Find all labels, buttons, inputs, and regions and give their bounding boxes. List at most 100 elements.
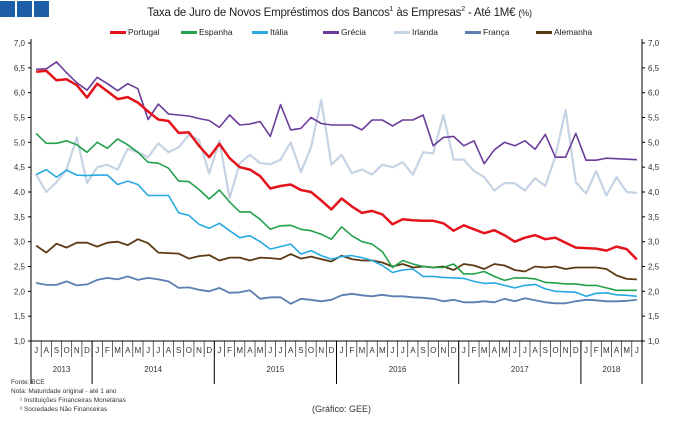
x-month-label: M (236, 346, 243, 355)
chart-credit: (Gráfico: GEE) (312, 404, 372, 414)
legend-item: Espanha (181, 27, 252, 37)
legend-label: Grécia (341, 27, 367, 37)
x-month-label: N (318, 346, 324, 355)
legend-label: Espanha (199, 27, 233, 37)
series-line-portugal (35, 69, 638, 261)
x-month-label: A (247, 346, 253, 355)
legend-swatch (252, 30, 268, 34)
x-month-label: A (125, 346, 131, 355)
y-tick-label-right: 3,5 (648, 213, 660, 222)
legend-swatch (536, 30, 552, 34)
source-note: Fonte: BCE (11, 379, 45, 386)
y-tick-label-left: 4,5 (14, 163, 26, 172)
x-month-label: A (410, 346, 416, 355)
x-month-label: N (74, 346, 80, 355)
x-month-label: N (563, 346, 569, 355)
series-line-alemanha (35, 238, 637, 281)
x-month-label: M (481, 346, 488, 355)
x-month-label: M (623, 346, 630, 355)
x-month-label: F (594, 346, 599, 355)
y-tick-label-right: 1,0 (648, 337, 660, 346)
x-month-label: D (329, 346, 335, 355)
x-month-label: J (462, 346, 466, 355)
y-tick-label-right: 2,0 (648, 287, 660, 296)
x-month-label: O (64, 346, 70, 355)
x-year-label: 2017 (511, 365, 529, 374)
y-tick-label-left: 3,0 (14, 238, 26, 247)
x-month-label: M (135, 346, 142, 355)
legend-item: França (465, 27, 536, 37)
maturity-note: Nota: Maturidade original - até 1 ano (11, 388, 117, 395)
x-month-label: S (298, 346, 303, 355)
y-tick-label-left: 2,5 (14, 263, 26, 272)
x-month-label: J (513, 346, 517, 355)
series-line-espanha (35, 132, 637, 292)
y-tick-label-right: 4,0 (648, 188, 660, 197)
x-month-label: A (492, 346, 498, 355)
x-month-label: D (573, 346, 579, 355)
y-tick-label-left: 3,5 (14, 213, 26, 222)
y-tick-label-right: 5,0 (648, 138, 660, 147)
x-year-label: 2016 (389, 365, 407, 374)
x-month-label: M (603, 346, 610, 355)
legend-item: Alemanha (536, 27, 607, 37)
legend-swatch (465, 30, 481, 34)
x-month-label: F (105, 346, 110, 355)
x-month-label: J (95, 346, 99, 355)
y-tick-label-left: 5,0 (14, 138, 26, 147)
x-month-label: M (501, 346, 508, 355)
legend: Portugal Espanha Itália Grécia Irlanda França… (110, 27, 607, 37)
y-tick-label-left: 6,0 (14, 89, 26, 98)
y-tick-label-right: 7,0 (648, 39, 660, 48)
x-month-label: J (340, 346, 344, 355)
x-month-label: S (420, 346, 425, 355)
x-month-label: J (584, 346, 588, 355)
legend-label: Itália (270, 27, 288, 37)
x-month-label: J (146, 346, 150, 355)
x-month-label: M (359, 346, 366, 355)
x-month-label: M (379, 346, 386, 355)
y-tick-label-right: 1,5 (648, 312, 660, 321)
x-month-label: O (186, 346, 192, 355)
y-tick-label-right: 4,5 (648, 163, 660, 172)
x-month-label: J (217, 346, 221, 355)
x-month-label: N (196, 346, 202, 355)
legend-label: Portugal (128, 27, 160, 37)
legend-item: Grécia (323, 27, 394, 37)
x-month-label: J (268, 346, 272, 355)
x-month-label: O (430, 346, 436, 355)
legend-label: França (483, 27, 510, 37)
logo (0, 1, 49, 17)
x-month-label: S (543, 346, 548, 355)
x-month-label: D (84, 346, 90, 355)
legend-swatch (394, 30, 410, 34)
series-line-itália (35, 168, 637, 298)
legend-swatch (323, 30, 339, 34)
legend-swatch (110, 30, 126, 34)
y-tick-label-right: 2,5 (648, 263, 660, 272)
y-tick-label-right: 5,5 (648, 114, 660, 123)
x-month-label: D (206, 346, 212, 355)
x-month-label: M (257, 346, 264, 355)
series-line-grécia (36, 61, 637, 165)
x-month-label: F (349, 346, 354, 355)
x-year-label: 2015 (267, 365, 285, 374)
y-tick-label-left: 2,0 (14, 287, 26, 296)
x-month-label: F (472, 346, 477, 355)
y-tick-label-left: 1,0 (14, 337, 26, 346)
x-year-label: 2013 (53, 365, 71, 374)
x-month-label: O (308, 346, 314, 355)
x-month-label: A (532, 346, 538, 355)
x-month-label: J (34, 346, 38, 355)
y-tick-label-left: 5,5 (14, 114, 26, 123)
legend-item: Itália (252, 27, 323, 37)
footnote-1: ¹ Instituições Financeiras Monetárias (20, 397, 126, 404)
x-month-label: J (401, 346, 405, 355)
x-month-label: O (552, 346, 558, 355)
x-month-label: D (451, 346, 457, 355)
x-month-label: S (176, 346, 181, 355)
y-tick-label-left: 4,0 (14, 188, 26, 197)
legend-swatch (181, 30, 197, 34)
